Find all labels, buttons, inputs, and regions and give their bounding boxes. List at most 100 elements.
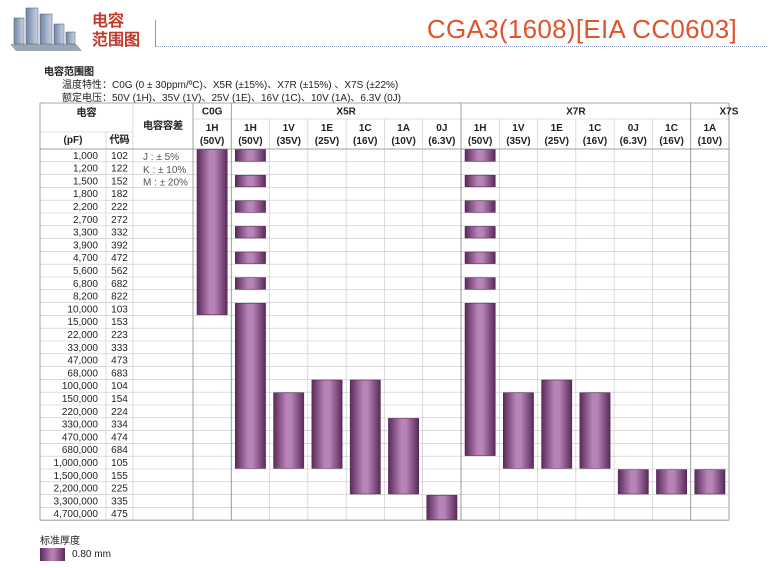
row-code: 472	[111, 253, 128, 264]
column-voltage-11: (6.3V)	[620, 136, 647, 147]
range-bar	[464, 174, 496, 188]
row-capacitance: 6,800	[73, 279, 98, 290]
range-bar	[503, 392, 534, 469]
column-code-11: 0J	[628, 123, 639, 134]
legend-swatch	[40, 548, 65, 561]
group-header-x7r: X7R	[566, 107, 586, 118]
row-capacitance: 2,200,000	[54, 484, 99, 495]
column-code-5: 1A	[397, 123, 410, 134]
range-bar	[464, 226, 496, 239]
row-code: 473	[111, 356, 128, 367]
range-bar	[349, 379, 381, 495]
column-voltage-7: (50V)	[468, 136, 492, 147]
row-capacitance: 470,000	[62, 432, 99, 443]
range-bar	[235, 200, 266, 213]
column-code-3: 1E	[321, 123, 334, 134]
row-capacitance: 2,700	[73, 215, 98, 226]
row-capacitance: 5,600	[73, 266, 98, 277]
range-bar	[235, 174, 266, 188]
row-capacitance: 1,500,000	[54, 471, 99, 482]
tolerance-item: J : ± 5%	[143, 152, 179, 163]
row-code: 104	[111, 381, 128, 392]
range-bar	[388, 418, 419, 495]
row-code: 225	[111, 484, 128, 495]
range-bar	[464, 149, 496, 162]
column-voltage-8: (35V)	[506, 136, 530, 147]
row-capacitance: 150,000	[62, 394, 99, 405]
range-bar	[656, 469, 687, 495]
column-code-0: 1H	[206, 123, 219, 134]
column-voltage-10: (16V)	[583, 136, 607, 147]
column-code-8: 1V	[512, 123, 525, 134]
temperature-characteristics: 温度特性：C0G (0 ± 30ppm/ºC)、X5R (±15%)、X7R (…	[62, 80, 399, 91]
column-voltage-4: (16V)	[353, 136, 377, 147]
row-code: 272	[111, 215, 128, 226]
row-code: 392	[111, 240, 128, 251]
range-bar	[235, 277, 266, 290]
row-capacitance: 10,000	[67, 304, 98, 315]
legend-label: 0.80 mm	[72, 549, 111, 560]
column-code-12: 1C	[665, 123, 678, 134]
column-code-13: 1A	[703, 123, 716, 134]
title-divider-vertical	[155, 20, 156, 46]
row-capacitance: 3,300	[73, 228, 98, 239]
column-voltage-9: (25V)	[544, 136, 568, 147]
row-code: 334	[111, 420, 128, 431]
header-capacitance: 电容	[77, 106, 97, 119]
range-bar	[311, 379, 343, 469]
row-capacitance: 1,000	[73, 151, 98, 162]
header-code: 代码	[109, 133, 130, 146]
row-code: 474	[111, 432, 128, 443]
column-voltage-13: (10V)	[698, 136, 722, 147]
row-capacitance: 330,000	[62, 420, 99, 431]
row-capacitance: 33,000	[67, 343, 98, 354]
row-code: 122	[111, 164, 128, 175]
row-code: 683	[111, 368, 128, 379]
title-divider-horizontal	[155, 46, 767, 47]
row-capacitance: 1,200	[73, 164, 98, 175]
row-capacitance: 220,000	[62, 407, 99, 418]
row-code: 684	[111, 445, 128, 456]
row-code: 822	[111, 292, 128, 303]
row-capacitance: 4,700	[73, 253, 98, 264]
tolerance-item: K : ± 10%	[143, 165, 186, 176]
row-capacitance: 8,200	[73, 292, 98, 303]
row-code: 152	[111, 176, 128, 187]
column-code-10: 1C	[589, 123, 602, 134]
legend-title: 标准厚度	[40, 536, 80, 547]
row-capacitance: 47,000	[67, 356, 98, 367]
row-capacitance: 68,000	[67, 368, 98, 379]
row-code: 153	[111, 317, 128, 328]
row-code: 155	[111, 471, 128, 482]
row-capacitance: 100,000	[62, 381, 99, 392]
range-bar	[464, 200, 496, 213]
row-code: 335	[111, 496, 128, 507]
range-bar	[426, 494, 458, 520]
section-title: 电容 范围图	[92, 12, 140, 50]
group-header-c0g: C0G	[202, 107, 223, 118]
range-bar	[464, 251, 496, 264]
row-code: 224	[111, 407, 128, 418]
section-title-line2: 范围图	[92, 32, 141, 49]
range-bar	[196, 149, 228, 316]
group-header-x7s: X7S	[720, 107, 739, 118]
range-bar	[464, 277, 496, 290]
header-left-bg	[40, 103, 193, 149]
rated-voltage: 额定电压：50V (1H)、35V (1V)、25V (1E)、16V (1C)…	[62, 93, 401, 104]
range-chart-heading: 电容范围图	[44, 67, 94, 78]
column-code-7: 1H	[474, 123, 487, 134]
row-code: 223	[111, 330, 128, 341]
row-capacitance: 15,000	[67, 317, 98, 328]
range-bar	[464, 302, 496, 456]
column-code-4: 1C	[359, 123, 372, 134]
header-tolerance: 电容容差	[143, 119, 183, 132]
column-voltage-1: (50V)	[238, 136, 262, 147]
row-code: 102	[111, 151, 128, 162]
column-code-6: 0J	[436, 123, 447, 134]
row-code: 105	[111, 458, 128, 469]
range-bar	[694, 469, 726, 495]
range-bar	[579, 392, 611, 469]
column-voltage-3: (25V)	[315, 136, 339, 147]
row-capacitance: 2,200	[73, 202, 98, 213]
range-bar	[235, 251, 266, 264]
